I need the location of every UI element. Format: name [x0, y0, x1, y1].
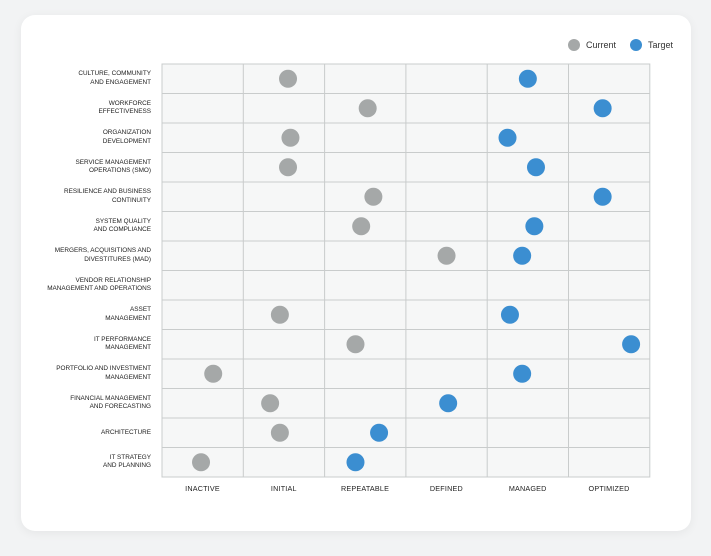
target-point: [346, 453, 365, 472]
row-label: RESILIENCE AND BUSINESS CONTINUITY: [63, 188, 151, 204]
target-point: [518, 69, 537, 88]
target-point: [513, 246, 532, 265]
legend-item-target: Target: [629, 39, 673, 51]
column-label: INITIAL: [270, 484, 297, 493]
column-label: REPEATABLE: [341, 484, 390, 493]
row-label: ASSET MANAGEMENT: [105, 306, 151, 322]
column-label: MANAGED: [508, 484, 547, 493]
current-point: [437, 246, 456, 265]
target-point: [526, 158, 545, 177]
row-label: VENDOR RELATIONSHIP MANAGEMENT AND OPERA…: [47, 276, 151, 293]
row-label: CULTURE, COMMUNITY AND ENGAGEMENT: [78, 70, 151, 86]
column-label: OPTIMIZED: [588, 484, 630, 493]
current-point: [270, 423, 289, 442]
target-point: [439, 394, 458, 413]
target-point: [622, 335, 641, 354]
legend-label-target: Target: [647, 40, 673, 50]
legend-label-current: Current: [585, 40, 616, 50]
legend-swatch-target: [629, 39, 642, 51]
target-point: [593, 99, 612, 118]
row-label: IT PERFORMANCE MANAGEMENT: [93, 335, 151, 352]
target-point: [498, 128, 517, 147]
row-label: PORTFOLIO AND INVESTMENT MANAGEMENT: [56, 365, 151, 381]
current-point: [364, 187, 383, 206]
current-point: [204, 364, 223, 383]
target-point: [525, 217, 544, 236]
current-point: [261, 394, 280, 413]
legend-item-current: Current: [567, 39, 616, 51]
row-label: FINANCIAL MANAGEMENT AND FORECASTING: [70, 394, 151, 411]
current-point: [279, 158, 298, 177]
current-point: [346, 335, 365, 354]
column-label: INACTIVE: [185, 484, 220, 493]
target-point: [593, 187, 612, 206]
row-label: SYSTEM QUALITY AND COMPLIANCE: [93, 217, 151, 234]
current-point: [192, 453, 211, 472]
target-point: [370, 423, 389, 442]
legend-swatch-current: [567, 39, 580, 51]
row-label: IT STRATEGY AND PLANNING: [103, 453, 151, 470]
row-label: ARCHITECTURE: [100, 428, 151, 436]
column-label: DEFINED: [429, 484, 463, 493]
row-label: ORGANIZATION DEVELOPMENT: [102, 129, 151, 145]
chart-legend: Current Target: [567, 39, 673, 51]
current-point: [281, 128, 300, 147]
row-label: MERGERS, ACQUISITIONS AND DIVESTITURES (…: [54, 247, 151, 263]
target-point: [513, 364, 532, 383]
target-point: [500, 305, 519, 324]
current-point: [270, 305, 289, 324]
row-label: SERVICE MANAGEMENT OPERATIONS (SMO): [75, 158, 151, 175]
current-point: [279, 69, 298, 88]
row-label: WORKFORCE EFFECTIVENESS: [98, 99, 151, 116]
current-point: [352, 217, 371, 236]
current-point: [358, 99, 377, 118]
